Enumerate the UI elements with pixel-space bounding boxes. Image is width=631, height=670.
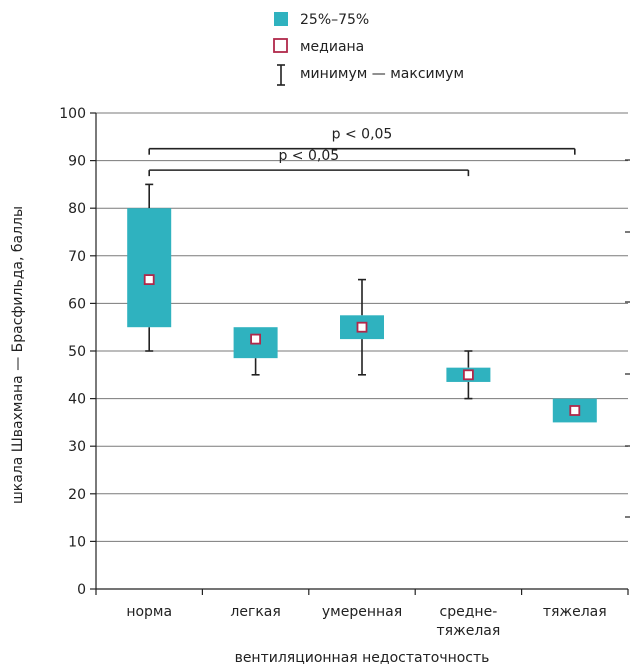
iqr-box [127,208,172,328]
median-marker [143,274,155,286]
y-tick-label: 40 [68,392,86,408]
x-tick-label: легкая [230,604,280,620]
x-tick-label: тяжелая [543,604,607,620]
y-tick-label: 30 [68,439,86,455]
box-group [233,327,278,376]
legend-median-swatch [273,38,288,53]
median-marker [462,369,474,381]
y-tick-label: 100 [59,106,86,122]
y-axis-title: шкала Швахмана — Брасфильда, баллы [10,206,26,504]
x-tick-label: умеренная [322,604,402,620]
significance-label: p < 0,05 [332,127,393,143]
box-group [552,398,597,423]
legend-whisker-symbol [277,64,285,86]
y-tick-label: 10 [68,534,86,550]
y-tick-label: 90 [68,154,86,170]
y-tick-label: 20 [68,487,86,503]
plot-area: 0 10 20 30 40 50 60 70 80 90 100 норма легкая умеренн… [59,106,630,639]
legend: 25%–75% медиана минимум — максимум [273,12,464,86]
box-group [127,183,172,352]
x-tick-label: норма [126,604,172,620]
box-group [340,278,384,376]
significance-bracket: p < 0,05 [148,148,470,177]
legend-median-label: медиана [300,39,364,55]
y-tick-label: 70 [68,249,86,265]
median-marker [569,405,581,416]
y-tick-label: 60 [68,296,86,312]
x-tick-label: средне- [440,604,498,620]
legend-whisker-label: минимум — максимум [300,66,464,82]
median-marker [356,321,368,333]
legend-box-swatch [274,12,288,26]
legend-box-label: 25%–75% [300,12,369,28]
y-tick-label: 80 [68,201,86,217]
y-tick-label: 0 [77,582,86,598]
x-axis-title: вентиляционная недостаточность [235,650,490,666]
significance-bracket: p < 0,05 [148,127,576,155]
significance-label: p < 0,05 [278,148,339,164]
median-marker [250,333,262,345]
box-group [446,350,491,400]
y-tick-label: 50 [68,344,86,360]
x-tick-label: тяжелая [437,623,501,639]
